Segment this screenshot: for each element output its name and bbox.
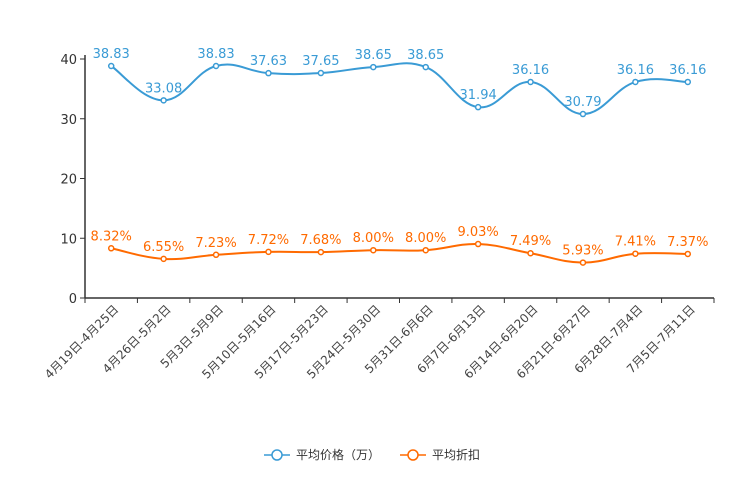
data-label: 37.63 xyxy=(250,54,287,69)
data-label: 30.79 xyxy=(564,95,601,110)
data-point xyxy=(422,63,429,71)
data-point xyxy=(370,63,377,71)
data-point xyxy=(160,255,167,263)
legend-price-marker-icon xyxy=(263,448,290,461)
y-tick-label: 20 xyxy=(60,173,77,188)
data-label: 7.68% xyxy=(300,233,341,248)
data-label: 33.08 xyxy=(145,81,182,96)
data-label: 36.16 xyxy=(669,63,706,78)
series-line-1 xyxy=(111,243,688,264)
y-tick-label: 0 xyxy=(69,292,77,307)
data-point xyxy=(632,250,639,257)
data-point xyxy=(579,259,587,266)
data-label: 7.37% xyxy=(667,235,708,250)
data-point xyxy=(684,78,692,86)
data-label: 8.00% xyxy=(405,231,446,246)
data-point xyxy=(265,248,272,256)
data-label: 7.49% xyxy=(510,234,551,249)
data-label: 7.23% xyxy=(195,236,236,251)
legend: 平均价格（万） 平均折扣 xyxy=(0,446,744,463)
data-point xyxy=(317,248,325,256)
data-point xyxy=(474,103,482,111)
legend-item-discount[interactable]: 平均折扣 xyxy=(400,446,480,463)
data-point xyxy=(212,62,220,70)
data-point xyxy=(265,69,272,77)
data-label: 6.55% xyxy=(143,240,184,255)
data-label: 7.72% xyxy=(248,233,289,248)
data-point xyxy=(317,69,325,77)
data-point xyxy=(370,246,377,254)
data-label: 38.83 xyxy=(197,47,234,62)
data-label: 31.94 xyxy=(460,88,497,103)
data-point xyxy=(579,110,587,118)
data-label: 9.03% xyxy=(457,225,498,240)
data-point xyxy=(107,245,115,252)
y-tick-label: 10 xyxy=(60,232,77,247)
data-point xyxy=(107,62,115,70)
data-label: 38.83 xyxy=(93,47,130,62)
legend-item-price[interactable]: 平均价格（万） xyxy=(263,446,380,463)
data-label: 38.65 xyxy=(407,48,444,63)
y-tick-label: 30 xyxy=(60,113,77,128)
data-label: 8.32% xyxy=(91,229,132,244)
data-label: 7.41% xyxy=(615,235,656,250)
data-point xyxy=(684,250,692,258)
data-label: 5.93% xyxy=(562,244,603,259)
data-label: 37.65 xyxy=(302,54,339,69)
data-point xyxy=(527,249,534,257)
legend-label-price: 平均价格（万） xyxy=(295,448,380,462)
legend-discount-marker-icon xyxy=(400,448,426,461)
data-label: 38.65 xyxy=(355,48,392,63)
legend-label-discount: 平均折扣 xyxy=(432,448,481,462)
data-point xyxy=(527,78,534,86)
data-point xyxy=(474,240,482,248)
chart-svg: 0102030404月19日-4月25日4月26日-5月2日5月3日-5月9日5… xyxy=(42,47,715,382)
data-point xyxy=(212,251,220,259)
data-label: 8.00% xyxy=(353,231,394,246)
data-label: 36.16 xyxy=(617,63,654,78)
data-label: 36.16 xyxy=(512,63,549,78)
data-point xyxy=(632,78,639,86)
data-point xyxy=(422,246,429,254)
y-tick-label: 40 xyxy=(60,53,77,68)
data-point xyxy=(160,97,167,104)
series-line-0 xyxy=(110,62,688,116)
